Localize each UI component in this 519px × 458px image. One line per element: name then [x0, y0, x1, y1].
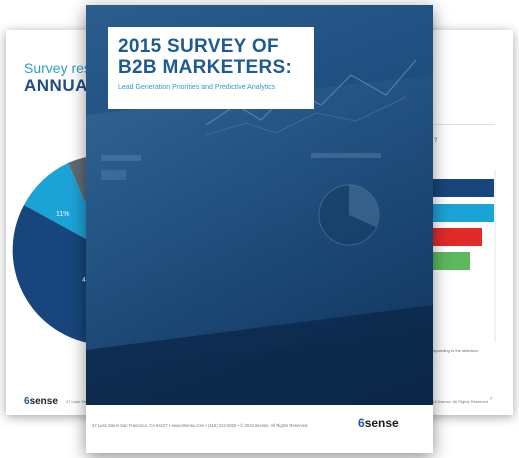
pie-label-dark: 4: [82, 277, 86, 284]
right-footer-copyright: 016 6sense. All Rights Reserved: [430, 399, 488, 404]
pie-label-11: 11%: [56, 211, 70, 218]
bar-green: [430, 252, 470, 270]
cover-subtitle: Lead Generation Priorities and Predictiv…: [118, 84, 276, 91]
cover-title-box: 2015 SURVEY OF B2B MARKETERS: Lead Gener…: [108, 27, 314, 109]
cover-title-line2: B2B MARKETERS:: [118, 57, 293, 78]
report-cover: 2015 SURVEY OF B2B MARKETERS: Lead Gener…: [86, 5, 433, 453]
cover-title-line1: 2015 SURVEY OF: [118, 36, 279, 57]
left-footer-address: 47 Lusk Stre: [66, 399, 89, 404]
pie-slice-light-blue: [24, 163, 106, 250]
screen-legend: [311, 153, 381, 158]
laptop-bezel: [86, 305, 433, 377]
6sense-logo: 6sense: [358, 416, 399, 430]
bar-dark-blue: [430, 179, 494, 197]
pie-slice-dark-blue: [12, 205, 106, 345]
laptop-keyboard: [86, 325, 433, 405]
laptop-background-photo: 2015 SURVEY OF B2B MARKETERS: Lead Gener…: [86, 5, 433, 405]
bar-chart: [430, 170, 496, 342]
survey-results-title: Survey resp: [24, 60, 99, 76]
next-page-icon: ›: [490, 396, 492, 402]
cover-footer-address: 47 Lusk Street San Francisco, CA 94107 •…: [92, 423, 308, 428]
chart-caption: responding to the selection: [430, 348, 478, 353]
screen-text-block: [101, 155, 141, 161]
screen-donut-segment: [349, 185, 379, 227]
laptop-illustration: [86, 59, 433, 405]
screen-donut: [318, 184, 380, 246]
screen-text-block-2: [101, 170, 126, 180]
screen-line-chart-2: [205, 96, 407, 136]
question-text: ?: [434, 138, 438, 144]
annual-heading: ANNUAL: [24, 76, 99, 95]
left-footer-logo: 6sense: [24, 396, 58, 407]
laptop-screen: [86, 75, 433, 350]
bar-light-blue: [430, 204, 494, 222]
bar-red: [430, 228, 482, 246]
header-divider: [380, 124, 495, 125]
